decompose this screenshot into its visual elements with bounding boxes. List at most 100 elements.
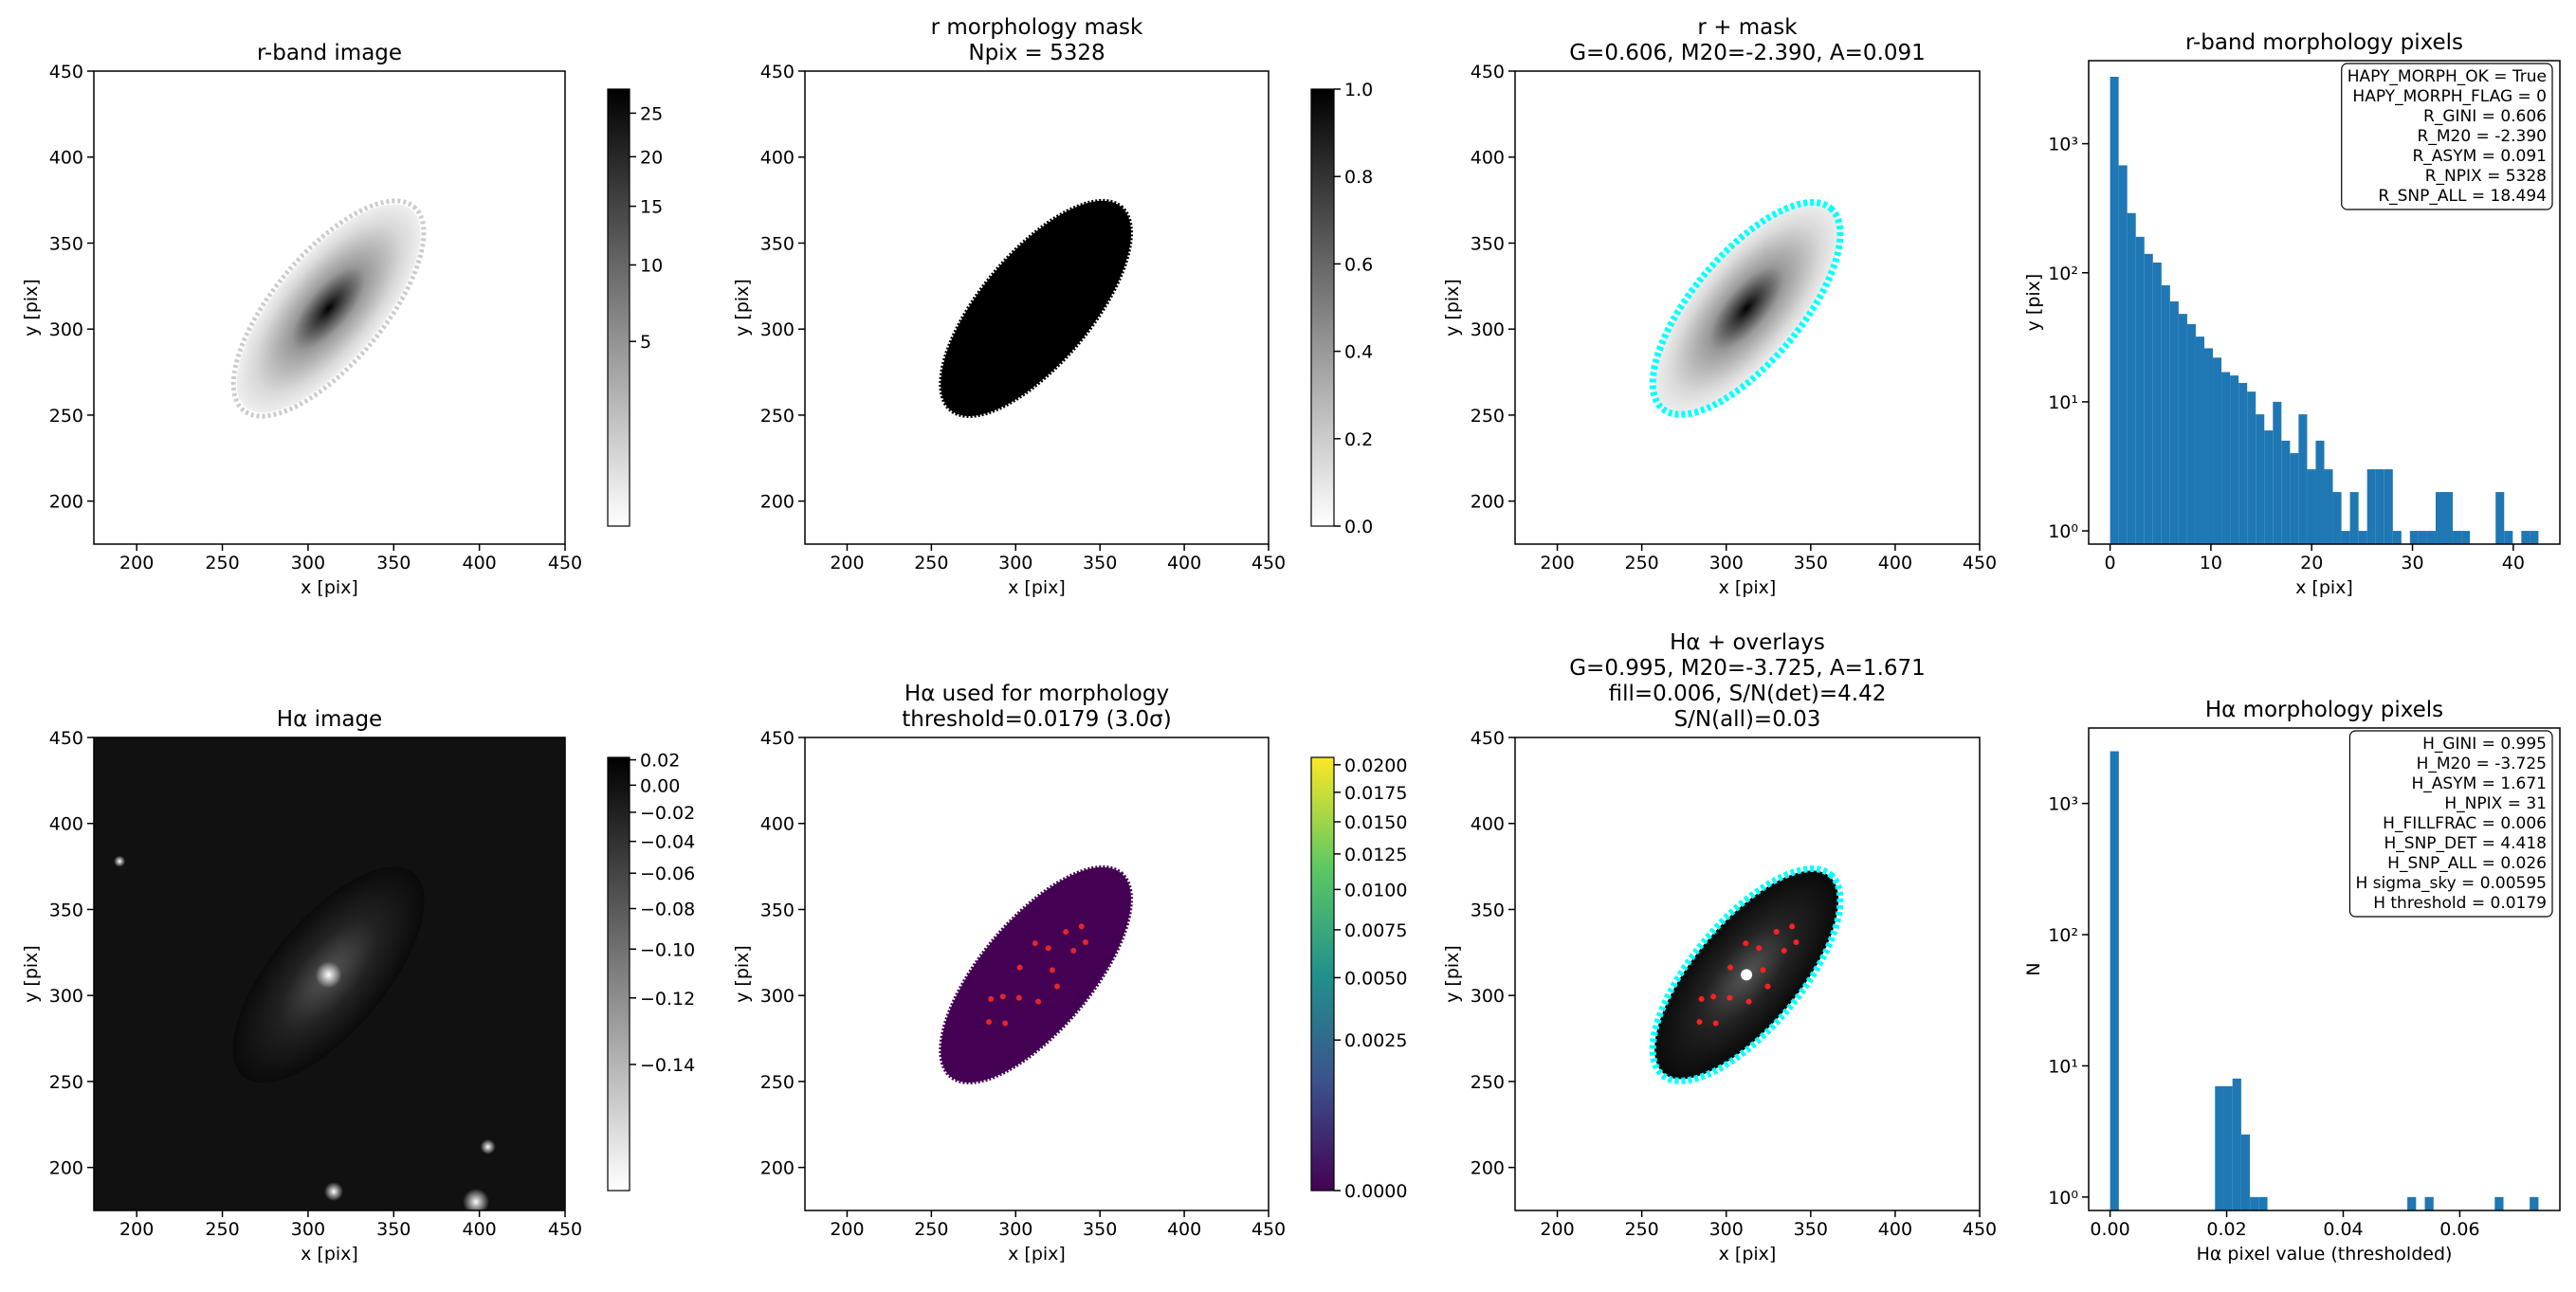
dot (1016, 964, 1023, 971)
bar (2349, 492, 2359, 544)
y-tick-label: 200 (760, 1158, 795, 1179)
y-tick-label: 250 (49, 406, 83, 427)
annotation-line: HAPY_MORPH_OK = True (2348, 67, 2547, 86)
y-tick-label: 350 (1471, 233, 1505, 254)
y-axis-label: y [pix] (732, 945, 753, 1003)
axes-frame (804, 70, 1270, 545)
dot (986, 1019, 993, 1026)
x-tick-label: 300 (1709, 553, 1744, 573)
panel-title: fill=0.006, S/N(det)=4.42 (1609, 682, 1887, 706)
x-axis-label: x [pix] (301, 1244, 358, 1265)
y-axis-label: y [pix] (21, 945, 42, 1003)
colorbar-tick-label: 0.0000 (1344, 1181, 1407, 1202)
y-axis-label: y [pix] (2023, 274, 2044, 332)
colorbar-tick-label: 0.0075 (1344, 920, 1407, 941)
bar (2453, 531, 2462, 544)
source (114, 855, 126, 867)
y-tick-label: 350 (1471, 900, 1505, 920)
dot (1082, 939, 1088, 946)
colorbar-tick-label: 0.0 (1344, 517, 1373, 537)
y-tick-label: 200 (1471, 492, 1505, 513)
dot (1053, 983, 1060, 990)
x-tick-label: 200 (830, 1219, 864, 1240)
annotation-line: H_SNP_ALL = 0.026 (2387, 854, 2547, 873)
bar (2169, 300, 2179, 544)
x-axis-label: x [pix] (2295, 577, 2353, 598)
colorbar-tick-label: 0.0200 (1344, 755, 1407, 776)
colorbar-tick-label: −0.02 (640, 803, 695, 824)
y-tick-label: 300 (760, 986, 795, 1007)
bar (2127, 212, 2136, 545)
bar (2358, 531, 2367, 544)
colorbar-tick-label: −0.04 (640, 832, 695, 853)
y-tick-label: 400 (1471, 814, 1505, 835)
dot (1760, 967, 1766, 974)
colorbar-tick-label: 0.0150 (1344, 812, 1407, 833)
x-axis-label: x [pix] (1008, 577, 1066, 598)
axes-frame (93, 70, 566, 545)
dot (1756, 945, 1763, 952)
y-tick-label: 450 (49, 728, 83, 749)
bar (2504, 531, 2513, 544)
colorbar-tick-label: 0.2 (1344, 429, 1373, 450)
bar (2307, 469, 2316, 544)
y-tick-label: 10¹ (2048, 1056, 2078, 1077)
dot (1002, 1020, 1009, 1027)
bar (2366, 469, 2376, 544)
panel-title: G=0.995, M20=-3.725, A=1.671 (1569, 656, 1926, 681)
annotation-line: H_ASYM = 1.671 (2412, 774, 2547, 793)
bar (2238, 383, 2248, 544)
y-axis-label: N (2023, 962, 2044, 975)
x-tick-label: 450 (548, 553, 582, 573)
bar (2230, 375, 2239, 544)
dot (988, 995, 995, 1002)
panel-title: r morphology mask (931, 15, 1143, 40)
bar (2332, 492, 2342, 544)
mask-core (943, 204, 1128, 413)
x-tick-label: 350 (1794, 1219, 1828, 1240)
colorbar-tick-label: −0.10 (640, 939, 695, 960)
colorbar-tick-label: 0.4 (1344, 342, 1373, 363)
annotation-line: H_NPIX = 31 (2444, 794, 2547, 813)
y-tick-label: 400 (1471, 148, 1505, 169)
colorbar-tick-label: −0.08 (640, 900, 695, 920)
annotation-line: H_SNP_DET = 4.418 (2384, 834, 2547, 853)
annotation-line: R_ASYM = 0.091 (2412, 147, 2547, 166)
x-tick-label: 200 (1540, 1219, 1574, 1240)
x-tick-label: 350 (376, 553, 411, 573)
colorbar-tick-label: 10 (640, 255, 663, 276)
dot (1070, 947, 1077, 954)
dot (1764, 983, 1771, 990)
annotation-frame (2348, 730, 2553, 918)
x-tick-label: 450 (548, 1219, 582, 1240)
bar (2461, 531, 2471, 544)
x-tick-label: 300 (291, 553, 325, 573)
x-tick-label: 450 (1251, 1219, 1286, 1240)
x-tick-label: 0.02 (2206, 1219, 2246, 1240)
dot (1032, 940, 1038, 947)
y-tick-label: 200 (760, 492, 795, 513)
colorbar-tick-label: 1.0 (1344, 80, 1373, 100)
x-tick-label: 350 (376, 1219, 411, 1240)
axes-frame (804, 737, 1270, 1211)
bar (2298, 414, 2308, 544)
bar (2375, 469, 2384, 544)
y-tick-label: 350 (760, 900, 795, 920)
panel-title: Hα image (277, 707, 382, 732)
y-tick-label: 250 (49, 1072, 83, 1093)
dot (1035, 998, 1042, 1005)
x-tick-label: 10 (2200, 553, 2222, 573)
dot (1078, 923, 1085, 930)
dot (1789, 923, 1796, 930)
y-tick-label: 400 (49, 814, 83, 835)
dot (1015, 994, 1022, 1001)
dot (1781, 947, 1787, 954)
colorbar-tick-label: −0.06 (640, 864, 695, 884)
x-tick-label: 350 (1083, 1219, 1117, 1240)
source (324, 1182, 344, 1202)
x-tick-label: 400 (1167, 1219, 1201, 1240)
x-tick-label: 250 (914, 1219, 948, 1240)
annotation-line: R_SNP_ALL = 18.494 (2378, 187, 2547, 206)
colorbar (1310, 756, 1335, 1192)
